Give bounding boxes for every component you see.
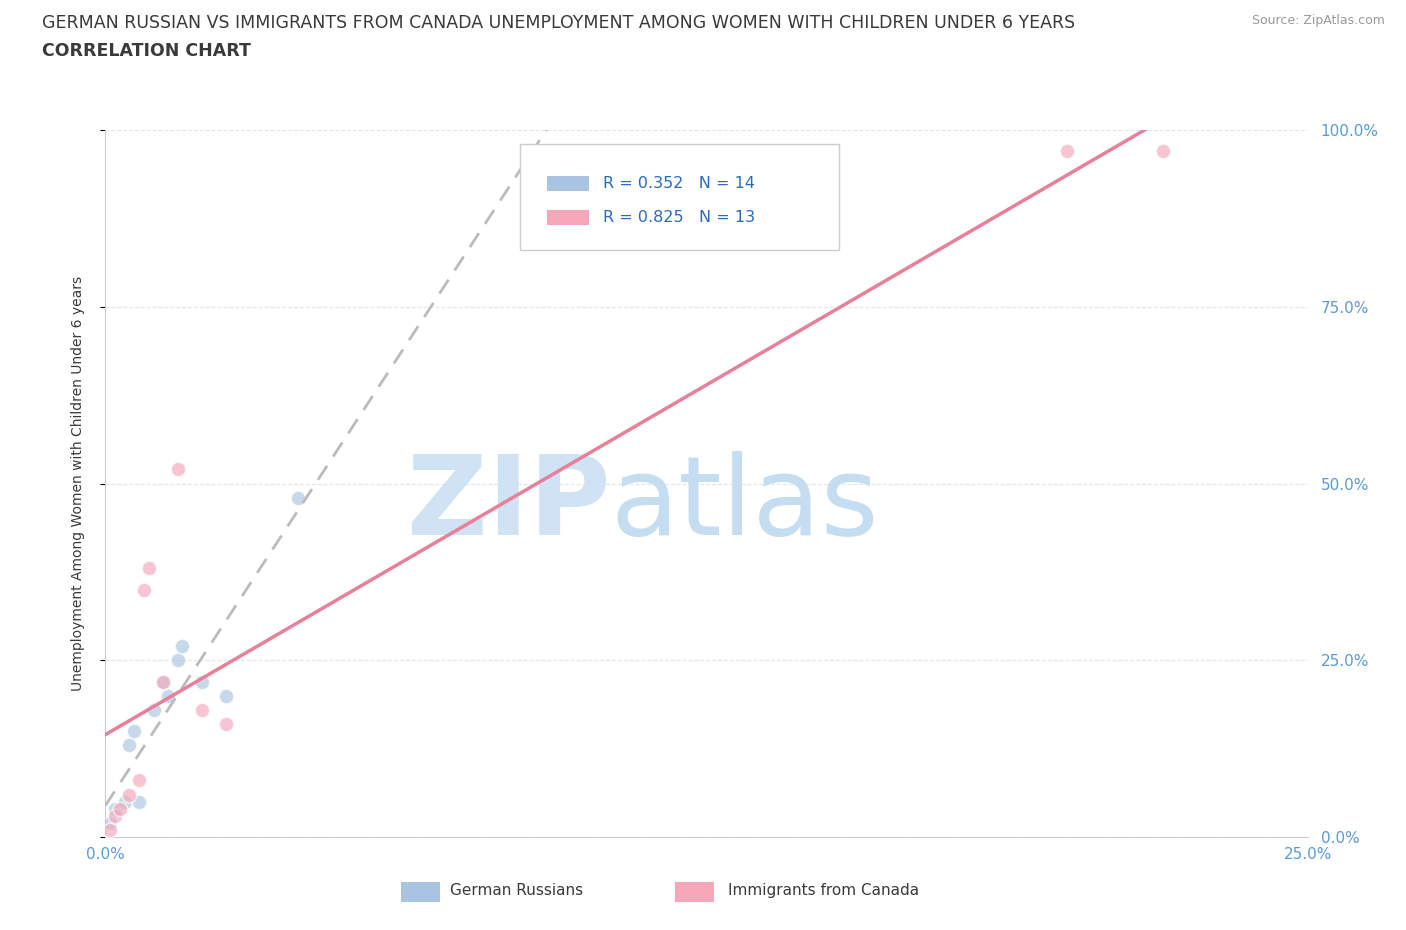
Point [172, 639, 194, 654]
Point [104, 808, 127, 823]
Point [166, 462, 188, 477]
Text: Immigrants from Canada: Immigrants from Canada [728, 884, 920, 898]
Text: R = 0.352   N = 14: R = 0.352 N = 14 [603, 176, 755, 191]
Point [132, 582, 155, 597]
Point [114, 794, 136, 809]
Text: Source: ZipAtlas.com: Source: ZipAtlas.com [1251, 14, 1385, 27]
Point [104, 802, 127, 817]
Point [214, 716, 236, 731]
Point [166, 653, 188, 668]
Point [152, 674, 174, 689]
Point [156, 688, 179, 703]
Point [1056, 144, 1078, 159]
Point [190, 702, 212, 717]
Point [124, 724, 146, 738]
Point [142, 702, 165, 717]
Point [128, 773, 150, 788]
FancyBboxPatch shape [547, 210, 589, 225]
Point [1152, 144, 1174, 159]
Point [118, 787, 141, 802]
Text: GERMAN RUSSIAN VS IMMIGRANTS FROM CANADA UNEMPLOYMENT AMONG WOMEN WITH CHILDREN : GERMAN RUSSIAN VS IMMIGRANTS FROM CANADA… [42, 14, 1076, 32]
Point [152, 674, 174, 689]
FancyBboxPatch shape [547, 176, 589, 192]
Text: CORRELATION CHART: CORRELATION CHART [42, 42, 252, 60]
Point [118, 737, 141, 752]
Point [190, 674, 212, 689]
Point [98, 822, 121, 837]
Text: German Russians: German Russians [450, 884, 583, 898]
Text: R = 0.825   N = 13: R = 0.825 N = 13 [603, 210, 755, 225]
FancyBboxPatch shape [520, 144, 839, 250]
Text: atlas: atlas [610, 451, 879, 558]
Text: ZIP: ZIP [406, 451, 610, 558]
Point [98, 816, 121, 830]
Point [138, 561, 160, 576]
Y-axis label: Unemployment Among Women with Children Under 6 years: Unemployment Among Women with Children U… [70, 276, 84, 691]
Point [214, 688, 236, 703]
Point [128, 794, 150, 809]
Point [287, 490, 309, 505]
Point [108, 802, 131, 817]
